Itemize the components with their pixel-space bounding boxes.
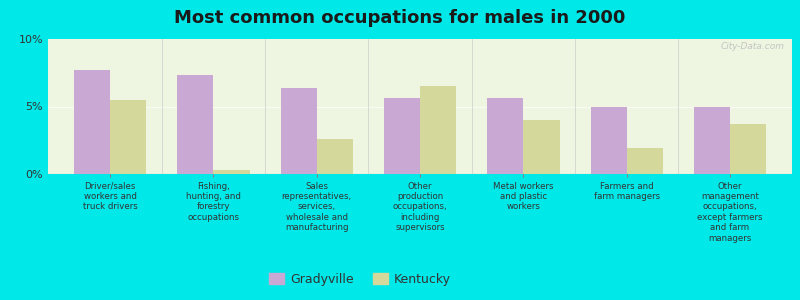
Bar xyxy=(590,106,626,174)
Bar xyxy=(384,98,420,174)
Bar xyxy=(281,88,317,174)
Bar xyxy=(110,100,146,174)
Bar xyxy=(317,139,353,174)
Bar xyxy=(730,124,766,174)
Bar xyxy=(177,75,214,174)
Bar xyxy=(214,170,250,174)
Legend: Gradyville, Kentucky: Gradyville, Kentucky xyxy=(264,268,456,291)
Bar xyxy=(694,106,730,174)
Text: City-Data.com: City-Data.com xyxy=(721,42,785,51)
Bar xyxy=(626,148,663,174)
Bar xyxy=(74,70,110,174)
Bar xyxy=(523,120,559,174)
Text: Most common occupations for males in 2000: Most common occupations for males in 200… xyxy=(174,9,626,27)
Bar xyxy=(420,86,456,174)
Bar xyxy=(487,98,523,174)
